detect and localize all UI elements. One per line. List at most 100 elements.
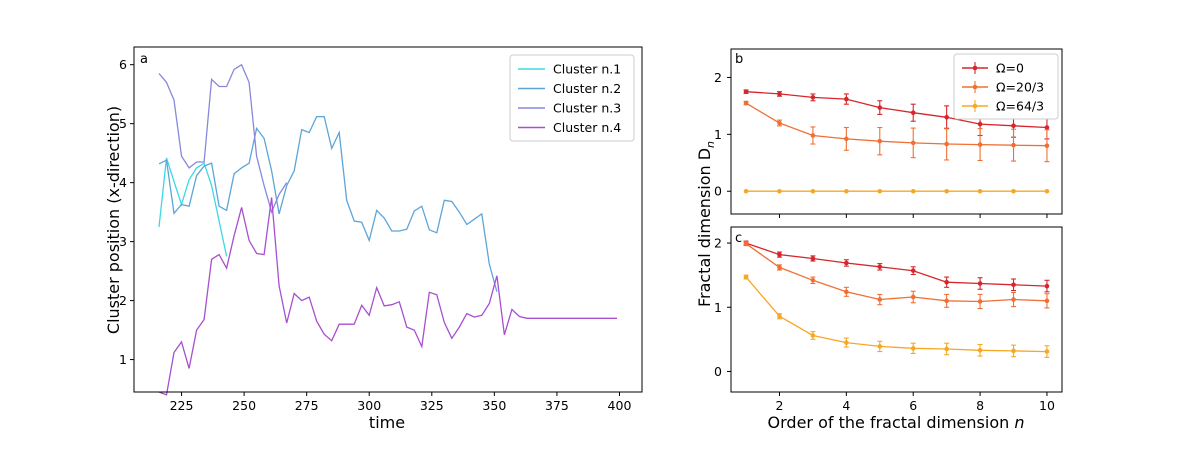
y-tick-label: 1	[714, 127, 722, 142]
data-point	[944, 298, 949, 304]
legend-frame	[509, 54, 635, 142]
x-tick-label: 275	[295, 398, 319, 413]
y-tick-label: 2	[119, 293, 127, 308]
data-point	[910, 140, 916, 146]
panel-c-letter: c	[735, 231, 742, 246]
panel-b-series	[743, 89, 1050, 194]
panel-b-letter: b	[735, 52, 743, 67]
data-point	[777, 120, 782, 126]
y-tick-label: 4	[119, 175, 127, 190]
data-point	[810, 188, 816, 194]
y-tick-label: 0	[714, 364, 722, 379]
panel-b-legend: Ω=0 Ω=20/3 Ω=64/3	[953, 53, 1059, 120]
data-point	[910, 346, 916, 351]
data-point	[743, 188, 749, 194]
data-point	[910, 294, 916, 300]
data-point	[877, 138, 883, 144]
data-point	[877, 344, 883, 349]
data-point	[777, 265, 782, 270]
data-point	[977, 142, 983, 147]
y-tick-label: 0	[714, 184, 722, 199]
data-point	[743, 274, 749, 280]
data-point	[1011, 297, 1016, 302]
panel-a-series	[158, 63, 617, 396]
data-point	[743, 89, 749, 94]
data-point	[810, 95, 816, 100]
legend-marker	[972, 103, 978, 109]
series-line-cluster-3	[158, 63, 288, 215]
right-xlabel: Order of the fractal dimension n	[768, 413, 1025, 432]
x-tick-label: 250	[232, 398, 256, 413]
legend-label: Ω=20/3	[996, 80, 1044, 95]
panel-a-letter: a	[140, 52, 148, 67]
data-point	[877, 105, 883, 110]
x-tick-label: 10	[1039, 398, 1055, 413]
data-point	[1011, 142, 1016, 148]
y-tick-label: 3	[119, 234, 127, 249]
legend-label: Ω=64/3	[996, 99, 1044, 114]
legend-label: Cluster n.1	[553, 62, 621, 77]
data-point	[944, 346, 949, 352]
series-line-3	[745, 276, 1048, 353]
data-point	[877, 188, 883, 194]
data-point	[1011, 123, 1016, 129]
legend-label: Cluster n.3	[553, 101, 621, 116]
series-line-cluster-2	[158, 115, 498, 292]
panel-c-series	[743, 240, 1050, 358]
x-tick-label: 6	[909, 398, 917, 413]
legend-label: Ω=0	[996, 61, 1024, 76]
data-point	[777, 188, 782, 194]
data-point	[910, 268, 916, 273]
data-point	[977, 347, 983, 353]
data-point	[1011, 282, 1016, 288]
data-point	[810, 133, 816, 138]
data-point	[1044, 188, 1050, 194]
data-point	[810, 333, 816, 338]
panel-b-frame	[730, 48, 1063, 215]
data-point	[844, 136, 849, 142]
legend-marker	[972, 65, 978, 71]
series-line-cluster-4	[158, 197, 617, 396]
panel-a-xlabel: time	[369, 413, 405, 432]
x-tick-label: 325	[420, 398, 444, 413]
x-tick-label: 350	[482, 398, 506, 413]
data-point	[1044, 283, 1050, 289]
legend-frame	[953, 53, 1059, 120]
panel-a: 225 250 275 300 325 350 375 400 1 2 3 4 5 6 a time Cl…	[104, 46, 643, 432]
y-tick-label: 2	[714, 70, 722, 85]
data-point	[810, 256, 816, 261]
data-point	[1044, 143, 1050, 149]
panel-c: 0 1 2 2 4 6 8 10 c	[714, 226, 1063, 413]
data-point	[977, 188, 983, 194]
data-point	[844, 340, 849, 345]
legend-label: Cluster n.4	[553, 120, 621, 135]
data-point	[810, 277, 816, 283]
series-line-1	[745, 91, 1048, 129]
series-line-cluster-1	[158, 157, 228, 257]
panel-c-frame	[730, 226, 1063, 393]
data-point	[910, 110, 916, 116]
y-tick-label: 6	[119, 57, 127, 72]
y-tick-label: 1	[714, 300, 722, 315]
legend-label: Cluster n.2	[553, 81, 621, 96]
data-point	[944, 141, 949, 147]
data-point	[944, 279, 949, 285]
y-tick-label: 5	[119, 116, 127, 131]
series-line-1	[745, 242, 1048, 287]
x-tick-label: 2	[776, 398, 784, 413]
x-tick-label: 8	[976, 398, 984, 413]
data-point	[877, 264, 883, 270]
panel-b: 0 1 2 b Ω=0 Ω=20/3 Ω=64/3	[714, 48, 1063, 218]
data-point	[1044, 349, 1050, 354]
data-point	[743, 241, 749, 246]
panel-c-ticks: 0 1 2 2 4 6 8 10	[714, 236, 1055, 413]
data-point	[844, 188, 849, 194]
legend-marker	[972, 84, 978, 90]
data-point	[944, 114, 949, 120]
x-tick-label: 375	[545, 398, 569, 413]
panel-a-ticks: 225 250 275 300 325 350 375 400 1 2 3 4 5 6	[119, 57, 631, 413]
x-tick-label: 4	[842, 398, 850, 413]
x-tick-label: 400	[608, 398, 632, 413]
data-point	[1044, 298, 1050, 304]
